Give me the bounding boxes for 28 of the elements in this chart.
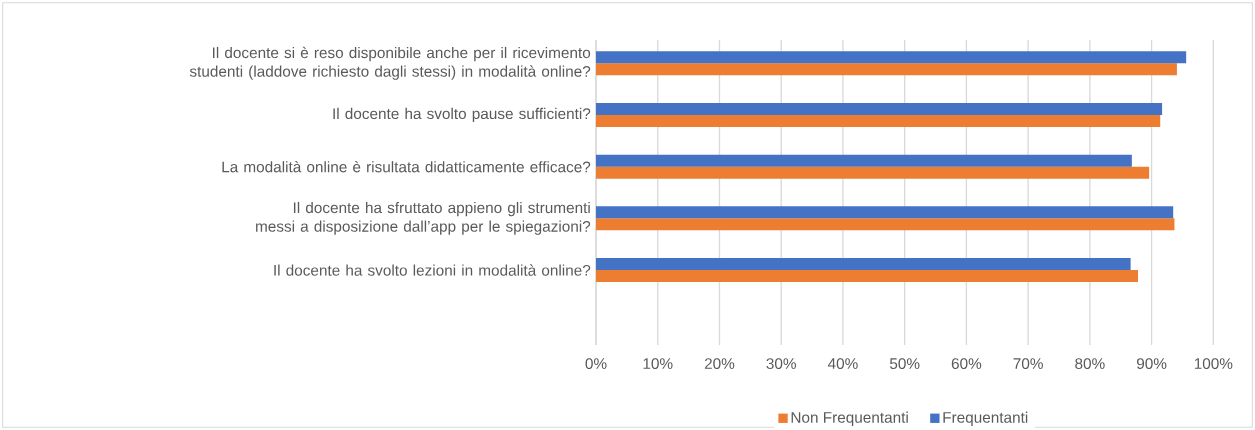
y-tick-label: Il docente si è reso disponibile anche per il ricevimento studenti (laddove richiesto dagli stessi) in modalità online? <box>189 46 591 80</box>
legend-label: Non Frequentanti <box>791 411 908 426</box>
x-tick-label: 60% <box>951 358 982 370</box>
x-tick-label: 40% <box>827 358 858 370</box>
bar <box>596 206 1174 219</box>
x-tick-label: 50% <box>889 358 920 370</box>
y-tick-label: Il docente ha svolto pause sufficienti? <box>333 107 591 123</box>
bar <box>596 114 1161 127</box>
x-tick-label: 0% <box>585 358 607 370</box>
bar <box>596 270 1139 283</box>
x-tick-label: 90% <box>1136 358 1167 370</box>
legend-label: Frequentanti <box>943 411 1028 426</box>
y-tick-label: Il docente ha svolto lezioni in modalità online? <box>274 264 591 276</box>
bar <box>596 166 1150 179</box>
bar <box>596 218 1175 231</box>
x-tick-label: 70% <box>1013 358 1043 370</box>
x-tick-label: 100% <box>1194 358 1233 370</box>
x-tick-label: 20% <box>704 358 735 370</box>
bar <box>596 102 1163 115</box>
bar <box>596 258 1131 271</box>
x-tick-label: 10% <box>643 358 673 370</box>
x-tick-label: 80% <box>1075 358 1105 370</box>
x-tick-label: 30% <box>766 358 796 370</box>
bar <box>596 154 1132 167</box>
y-tick-label: Il docente ha sfruttato appieno gli strumenti messi a disposizione dall’app per le spiegazioni? <box>256 201 591 235</box>
bar <box>596 63 1177 76</box>
bar <box>596 51 1187 64</box>
y-tick-label: La modalità online è risultata didatticamente efficace? <box>222 160 591 173</box>
